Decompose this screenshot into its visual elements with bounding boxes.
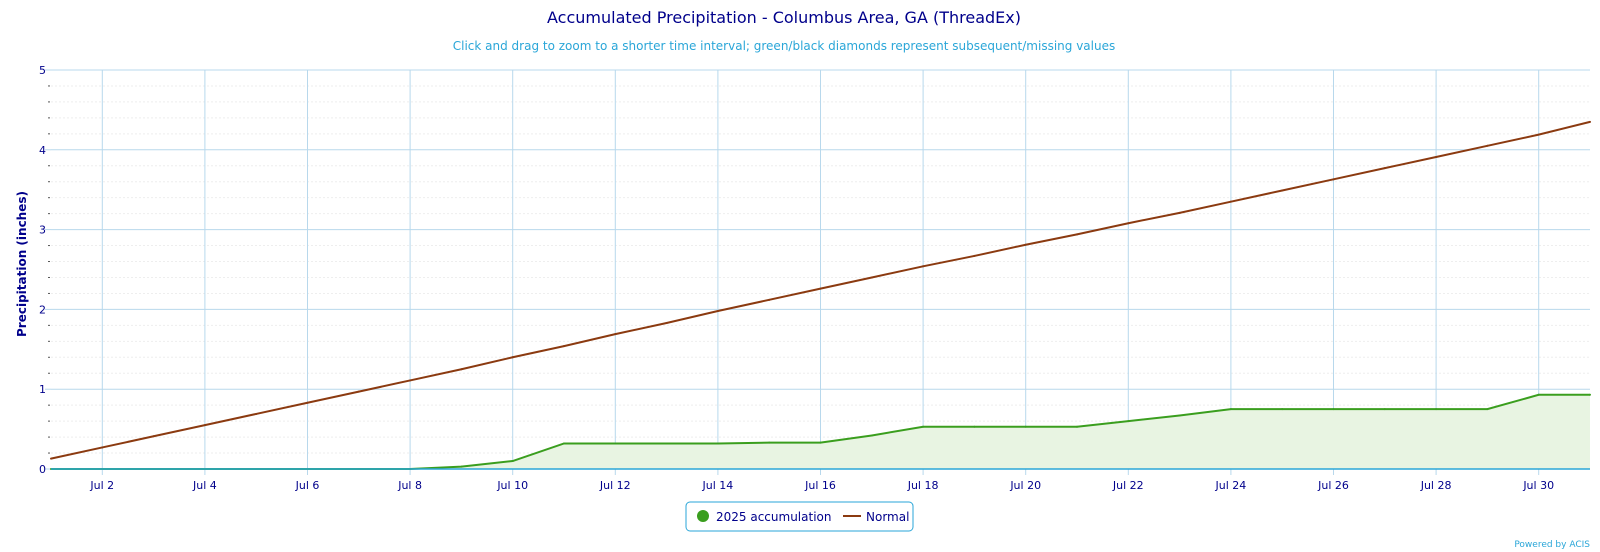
x-tick-label: Jul 14 — [702, 479, 734, 492]
data-point-2025 — [614, 442, 617, 445]
legend-label-2025: 2025 accumulation — [716, 510, 831, 524]
data-point-2025 — [1332, 408, 1335, 411]
data-point-normal — [1435, 155, 1438, 158]
data-point-normal — [614, 333, 617, 336]
data-point-2025 — [1281, 408, 1284, 411]
data-point-normal — [1486, 144, 1489, 147]
data-point-2025 — [1537, 393, 1540, 396]
x-tick-label: Jul 24 — [1215, 479, 1247, 492]
data-point-normal — [819, 287, 822, 290]
x-tick-label: Jul 12 — [599, 479, 631, 492]
y-tick-label: 3 — [39, 224, 46, 237]
data-point-normal — [1589, 120, 1591, 123]
data-point-2025 — [563, 442, 565, 445]
data-point-2025 — [768, 441, 771, 444]
y-axis-label: Precipitation (inches) — [15, 191, 29, 337]
data-point-2025 — [665, 442, 668, 445]
data-point-normal — [716, 309, 719, 312]
data-point-normal — [922, 265, 925, 268]
data-point-2025 — [1178, 414, 1181, 417]
y-tick-label: 5 — [39, 64, 46, 77]
x-tick-label: Jul 4 — [192, 479, 217, 492]
x-tick-label: Jul 30 — [1522, 479, 1554, 492]
data-point-normal — [152, 435, 155, 438]
data-point-normal — [1332, 178, 1335, 181]
data-point-2025 — [1076, 425, 1078, 428]
data-point-normal — [768, 298, 771, 301]
data-point-2025 — [1127, 420, 1130, 423]
data-point-normal — [1076, 233, 1078, 236]
data-point-2025 — [460, 465, 463, 468]
data-point-normal — [511, 356, 514, 359]
data-point-2025 — [870, 434, 873, 437]
minor-grid — [48, 85, 1590, 454]
y-tick-label: 0 — [39, 463, 46, 476]
data-point-normal — [870, 276, 873, 279]
data-point-2025 — [1435, 408, 1438, 411]
chart-title: Accumulated Precipitation - Columbus Are… — [547, 8, 1021, 27]
data-point-2025 — [1024, 425, 1027, 428]
data-point-normal — [357, 390, 360, 393]
legend-item-2025[interactable]: 2025 accumulation — [697, 510, 831, 524]
data-point-normal — [1127, 222, 1130, 225]
x-tick-label: Jul 8 — [397, 479, 422, 492]
data-point-2025 — [1589, 393, 1591, 396]
x-tick-label: Jul 28 — [1420, 479, 1452, 492]
data-point-2025 — [819, 441, 822, 444]
data-point-2025 — [1383, 408, 1386, 411]
data-point-normal — [665, 321, 668, 324]
data-point-normal — [973, 254, 976, 257]
data-point-normal — [306, 401, 309, 404]
data-point-normal — [1024, 243, 1027, 246]
data-point-normal — [1178, 211, 1181, 214]
data-point-normal — [50, 457, 52, 460]
data-point-normal — [203, 424, 206, 427]
y-tick-label: 1 — [39, 383, 46, 396]
data-point-normal — [1537, 133, 1540, 136]
major-grid — [45, 69, 1590, 475]
data-point-normal — [563, 345, 565, 348]
x-tick-label: Jul 20 — [1009, 479, 1041, 492]
data-point-2025 — [716, 442, 719, 445]
x-tick-label: Jul 26 — [1317, 479, 1349, 492]
y-tick-label: 2 — [39, 303, 46, 316]
chart-subtitle: Click and drag to zoom to a shorter time… — [453, 39, 1115, 53]
legend-label-normal: Normal — [866, 510, 909, 524]
legend-marker-2025 — [697, 510, 709, 522]
x-tick-label: Jul 10 — [496, 479, 528, 492]
legend-item-normal[interactable]: Normal — [843, 510, 909, 524]
legend[interactable]: 2025 accumulation Normal — [685, 501, 914, 532]
x-tick-label: Jul 2 — [89, 479, 114, 492]
data-point-normal — [409, 379, 412, 382]
data-point-normal — [1229, 200, 1232, 203]
x-axis-ticks: Jul 2 Jul 4 Jul 6 Jul 8 Jul 10 Jul 12 Jul 14 Ju… — [89, 479, 1554, 492]
data-point-normal — [101, 446, 104, 449]
x-tick-label: Jul 18 — [907, 479, 939, 492]
data-point-2025 — [511, 460, 514, 463]
powered-by-credit[interactable]: Powered by ACIS — [1514, 540, 1590, 550]
data-point-2025 — [973, 425, 976, 428]
x-tick-label: Jul 6 — [295, 479, 320, 492]
data-point-2025 — [1229, 408, 1232, 411]
legend-box — [685, 501, 914, 532]
data-point-2025 — [1486, 408, 1489, 411]
data-point-normal — [460, 368, 463, 371]
data-point-2025 — [922, 425, 925, 428]
x-tick-label: Jul 22 — [1112, 479, 1144, 492]
data-point-normal — [255, 412, 258, 415]
data-point-normal — [1383, 167, 1386, 170]
x-tick-label: Jul 16 — [804, 479, 836, 492]
y-axis-ticks: 0 1 2 3 4 5 — [39, 64, 46, 476]
y-tick-label: 4 — [39, 144, 46, 157]
data-point-normal — [1281, 189, 1284, 192]
